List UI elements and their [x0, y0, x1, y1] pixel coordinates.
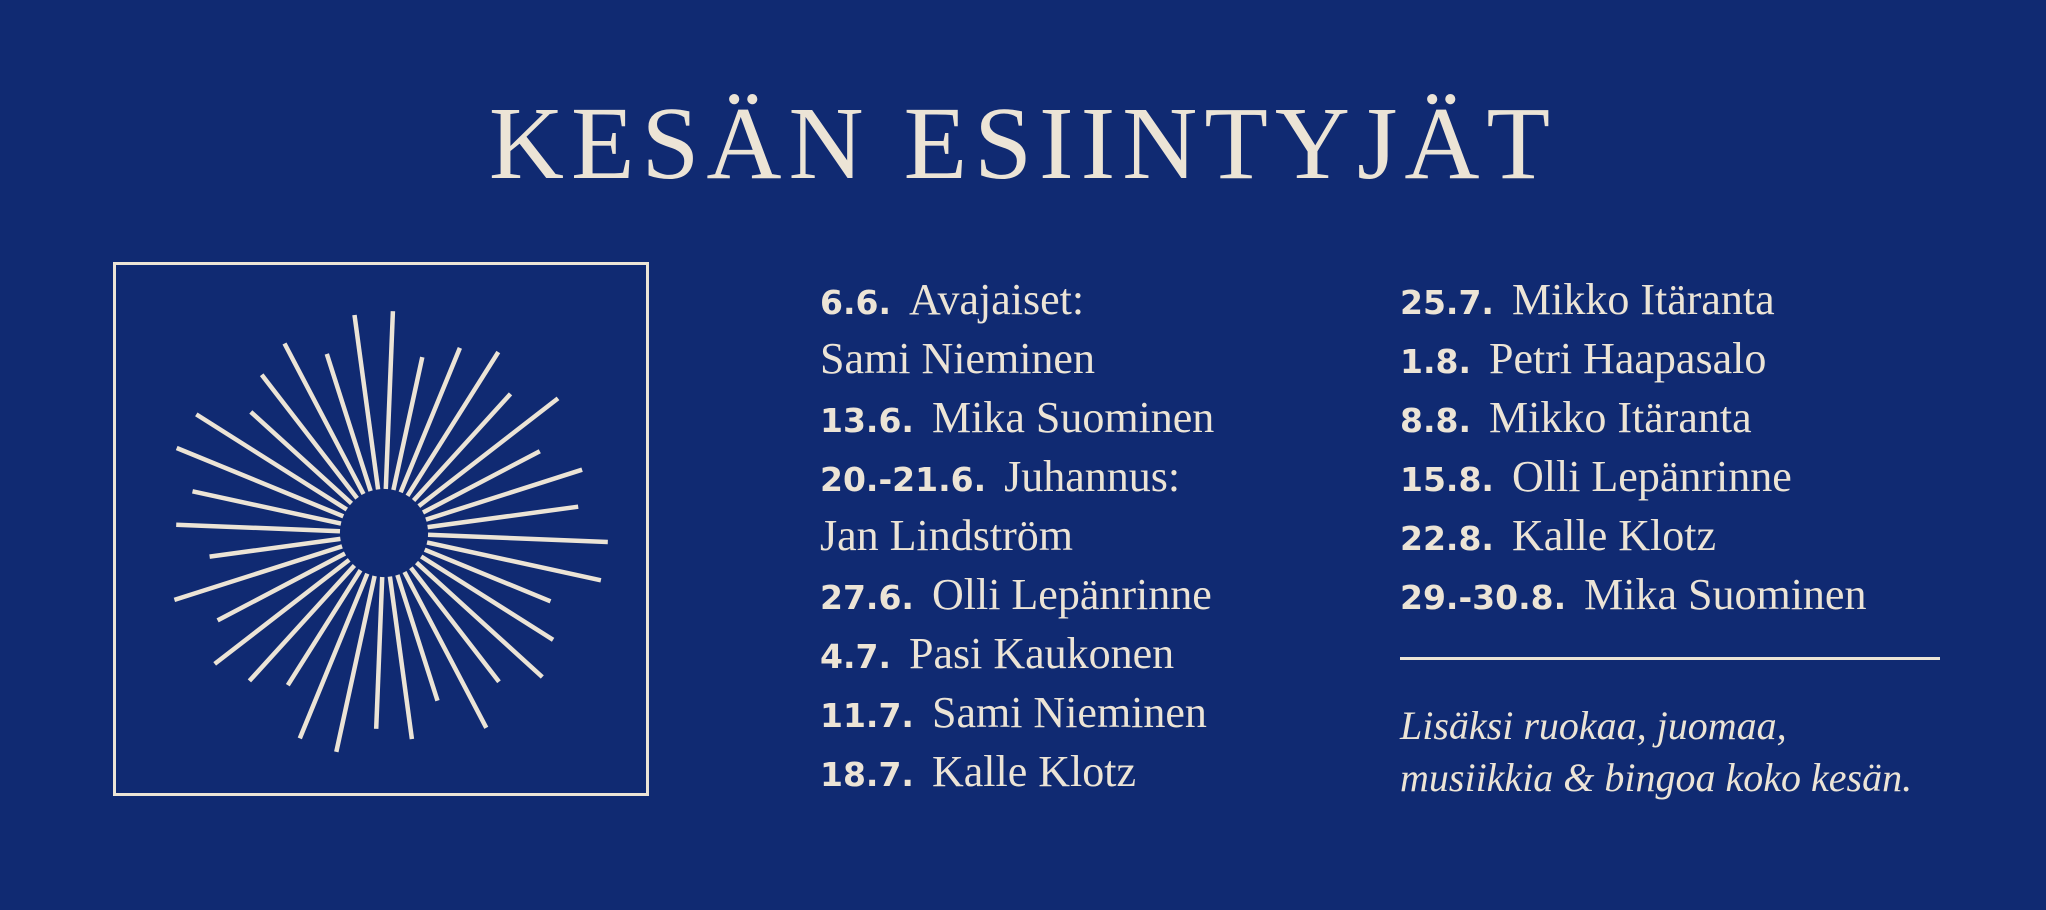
performer-name: Petri Haapasalo	[1489, 334, 1767, 383]
performer-name: Juhannus:	[1004, 452, 1181, 501]
event-date: 29.-30.8.	[1400, 578, 1567, 617]
event-date: 8.8.	[1400, 401, 1471, 440]
sunburst-ray	[423, 547, 552, 604]
sunburst-ray	[425, 467, 583, 522]
sunburst-ray	[173, 544, 343, 603]
sunburst-ray	[324, 353, 373, 492]
schedule-item: 22.8. Kalle Klotz	[1400, 506, 1866, 565]
sunburst-ray	[216, 551, 347, 623]
sunburst-ray	[176, 522, 341, 534]
sunburst-ray	[373, 576, 385, 729]
performer-name: Avajaiset:	[909, 275, 1085, 324]
schedule-item: 18.7. Kalle Klotz	[820, 742, 1214, 801]
sunburst-ray	[195, 412, 349, 512]
sunburst-ray	[297, 572, 370, 740]
sunburst-ray	[247, 563, 357, 683]
event-date: 1.8.	[1400, 342, 1471, 381]
schedule-column-right: 25.7. Mikko Itäranta 1.8. Petri Haapasalo …	[1400, 270, 1866, 624]
sunburst-ray	[419, 554, 555, 642]
sunburst-emblem	[113, 262, 649, 796]
sunburst-ray	[213, 558, 351, 666]
event-date: 18.7.	[820, 755, 914, 794]
sunburst-ray	[414, 560, 544, 679]
poster-title: KESÄN ESIINTYJÄT	[488, 86, 1558, 201]
schedule-item: 11.7. Sami Nieminen	[820, 683, 1214, 742]
performer-name: Sami Nieminen	[931, 688, 1207, 737]
event-date: 6.6.	[820, 283, 891, 322]
sunburst-ray	[395, 574, 440, 702]
schedule-column-left: 6.6. Avajaiset: Sami Nieminen 13.6. Mika S…	[820, 270, 1214, 801]
schedule-item: Jan Lindström	[820, 506, 1214, 565]
event-date: 15.8.	[1400, 460, 1494, 499]
sunburst-icon	[173, 311, 608, 753]
performer-name: Olli Lepänrinne	[931, 570, 1212, 619]
sunburst-ray	[391, 356, 425, 491]
event-date: 20.-21.6.	[820, 460, 987, 499]
sunburst-ray	[405, 350, 501, 498]
performer-name: Mika Suominen	[1584, 570, 1867, 619]
schedule-item: 15.8. Olli Lepänrinne	[1400, 447, 1866, 506]
event-date: 13.6.	[820, 401, 914, 440]
extras-note-line: Lisäksi ruokaa, juomaa,	[1400, 703, 1787, 748]
performer-name: Olli Lepänrinne	[1511, 452, 1792, 501]
sunburst-ray	[398, 347, 462, 494]
performer-name: Sami Nieminen	[820, 334, 1095, 383]
performer-name: Pasi Kaukonen	[909, 629, 1175, 678]
event-date: 11.7.	[820, 696, 914, 735]
sunburst-ray	[209, 536, 341, 559]
sunburst-ray	[387, 576, 415, 740]
schedule-item: 27.6. Olli Lepänrinne	[820, 565, 1214, 624]
sunburst-ray	[421, 449, 541, 515]
sunburst-ray	[352, 314, 381, 490]
sunburst-ray	[192, 489, 342, 526]
schedule-item: 6.6. Avajaiset:	[820, 270, 1214, 329]
schedule-item: 29.-30.8. Mika Suominen	[1400, 565, 1866, 624]
performer-name: Mika Suominen	[931, 393, 1215, 442]
sunburst-ray	[417, 396, 560, 508]
event-date: 27.6.	[820, 578, 914, 617]
sunburst-ray	[426, 540, 602, 583]
event-date: 4.7.	[820, 637, 891, 676]
schedule-item: 20.-21.6. Juhannus:	[820, 447, 1214, 506]
extras-note-line: musiikkia & bingoa koko kesän.	[1400, 755, 1913, 800]
performer-name: Mikko Itäranta	[1511, 275, 1775, 324]
sunburst-ray	[383, 311, 396, 490]
performer-name: Mikko Itäranta	[1489, 393, 1752, 442]
performer-name: Kalle Klotz	[931, 747, 1137, 796]
performer-name: Kalle Klotz	[1511, 511, 1717, 560]
schedule-item: 25.7. Mikko Itäranta	[1400, 270, 1866, 329]
schedule-item: 4.7. Pasi Kaukonen	[820, 624, 1214, 683]
sunburst-ray	[427, 504, 579, 530]
extras-note: Lisäksi ruokaa, juomaa, musiikkia & bing…	[1400, 700, 2020, 804]
sunburst-ray	[411, 392, 513, 503]
performer-name: Jan Lindström	[820, 511, 1073, 560]
divider-line	[1400, 657, 1940, 660]
schedule-item: 1.8. Petri Haapasalo	[1400, 329, 1866, 388]
schedule-item: Sami Nieminen	[820, 329, 1214, 388]
sunburst-ray	[285, 568, 363, 687]
sunburst-ray	[259, 373, 359, 500]
sunburst-ray	[249, 410, 354, 506]
sunburst-ray	[334, 575, 377, 753]
event-date: 22.8.	[1400, 519, 1494, 558]
event-date: 25.7.	[1400, 283, 1494, 322]
sunburst-ray	[282, 342, 366, 496]
sunburst-ray	[175, 445, 345, 519]
schedule-item: 13.6. Mika Suominen	[820, 388, 1214, 447]
sunburst-ray	[427, 532, 608, 545]
sunburst-ray	[402, 570, 489, 729]
schedule-item: 8.8. Mikko Itäranta	[1400, 388, 1866, 447]
sunburst-ray	[409, 566, 501, 684]
